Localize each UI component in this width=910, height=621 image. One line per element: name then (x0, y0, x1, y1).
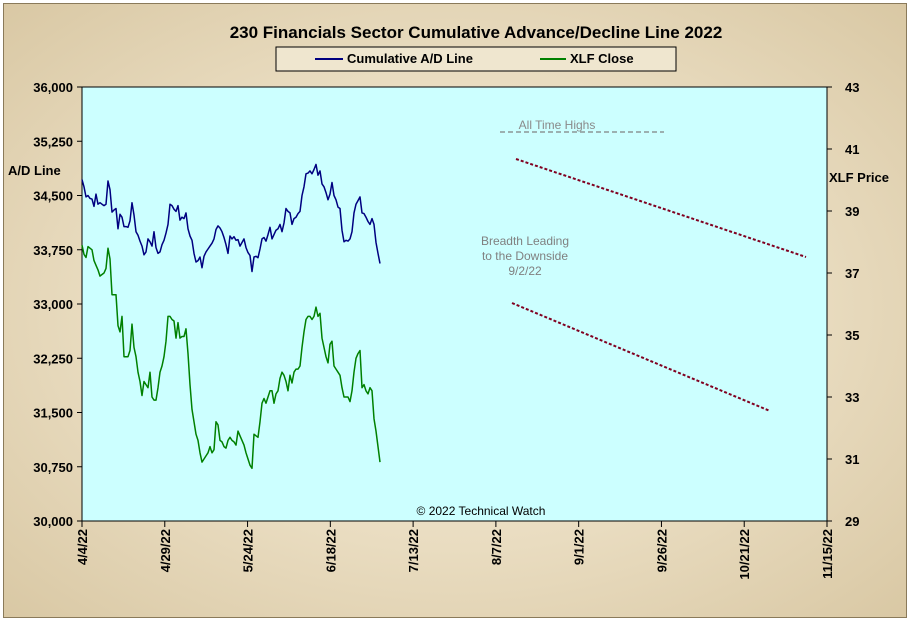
x-tick-label: 10/21/22 (737, 529, 752, 580)
right-tick-label: 37 (845, 266, 859, 281)
left-tick-label: 32,250 (33, 351, 73, 366)
x-tick-label: 4/4/22 (75, 529, 90, 565)
left-tick-label: 33,750 (33, 243, 73, 258)
breadth-annotation-1: Breadth Leading (481, 234, 569, 248)
xlf-close-series (81, 244, 381, 470)
axes: 36,000 35,250 34,500 33,750 33,000 32,250 31,5… (33, 80, 859, 580)
x-tick-label: 8/7/22 (489, 529, 504, 565)
breadth-annotation-2: to the Downside (482, 249, 568, 263)
x-tick-label: 9/1/22 (572, 529, 587, 565)
right-tick-label: 43 (845, 80, 859, 95)
left-tick-label: 36,000 (33, 80, 73, 95)
xlf-trendline (511, 302, 771, 412)
plot-area (81, 86, 828, 522)
chart-title: 230 Financials Sector Cumulative Advance… (230, 23, 723, 42)
left-tick-label: 35,250 (33, 134, 73, 149)
copyright-label: © 2022 Technical Watch (417, 504, 546, 518)
x-tick-label: 7/13/22 (406, 529, 421, 572)
x-tick-label: 5/24/22 (241, 529, 256, 572)
right-tick-label: 33 (845, 390, 859, 405)
left-tick-label: 34,500 (33, 189, 73, 204)
left-tick-label: 33,000 (33, 297, 73, 312)
x-tick-label: 11/15/22 (820, 529, 835, 579)
x-tick-label: 6/18/22 (323, 529, 338, 572)
x-tick-label: 9/26/22 (654, 529, 669, 572)
right-tick-label: 29 (845, 514, 859, 529)
legend-xlf-label: XLF Close (570, 51, 634, 66)
left-tick-label: 30,750 (33, 460, 73, 475)
left-axis-label: A/D Line (8, 163, 61, 178)
left-tick-label: 30,000 (33, 514, 73, 529)
right-tick-label: 35 (845, 328, 859, 343)
ad-trendline (515, 158, 807, 258)
legend: Cumulative A/D Line XLF Close (275, 46, 677, 72)
x-tick-label: 4/29/22 (158, 529, 173, 572)
series-lines (81, 163, 381, 470)
right-axis-label: XLF Price (829, 170, 889, 185)
right-tick-label: 39 (845, 204, 859, 219)
right-tick-label: 31 (845, 452, 859, 467)
all-time-highs-label: All Time Highs (519, 118, 596, 132)
legend-ad-label: Cumulative A/D Line (347, 51, 473, 66)
breadth-annotation-3: 9/2/22 (508, 264, 542, 278)
ad-line-series (81, 163, 381, 273)
right-tick-label: 41 (845, 142, 859, 157)
left-tick-label: 31,500 (33, 406, 73, 421)
